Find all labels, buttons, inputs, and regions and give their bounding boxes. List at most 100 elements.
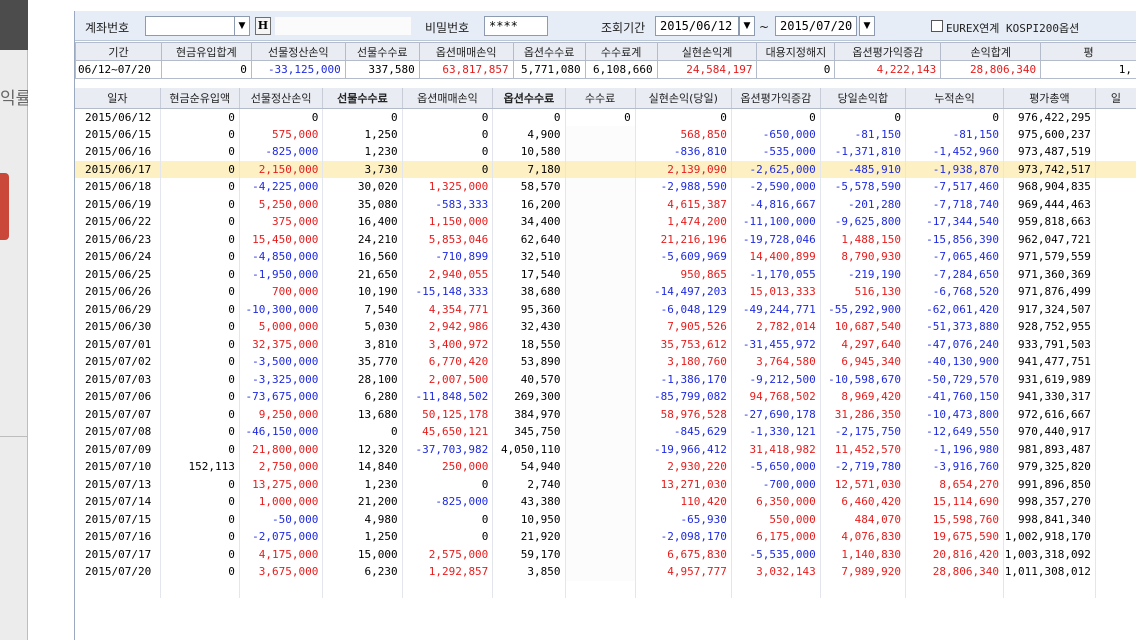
date-from-dropdown-button[interactable]: ▼	[739, 16, 755, 36]
table-cell	[565, 510, 636, 528]
table-cell: -4,850,000	[239, 248, 324, 266]
table-row[interactable]: 2015/07/07 0 9,250,000 13,680 50,125,178 384,…	[75, 405, 1136, 423]
table-row[interactable]: 2015/06/22 0 375,000 16,400 1,150,000 34,400 1…	[75, 213, 1136, 231]
table-cell: 1,292,857	[402, 563, 494, 581]
table-cell	[1095, 213, 1136, 231]
table-cell	[565, 475, 636, 493]
grid-header-cell[interactable]: 실현손익(당일)	[635, 88, 732, 109]
table-cell	[160, 580, 240, 598]
summary-header-cell: 평	[1040, 42, 1136, 61]
table-row[interactable]: 2015/07/06 0 -73,675,000 6,280 -11,848,502 26…	[75, 388, 1136, 406]
table-cell: 16,200	[492, 195, 566, 213]
table-row[interactable]: 2015/07/09 0 21,800,000 12,320 -37,703,982 4,…	[75, 440, 1136, 458]
grid-header-cell[interactable]: 선물수수료	[322, 88, 403, 109]
grid-header-cell[interactable]: 현금순유입액	[160, 88, 240, 109]
table-cell: 10,580	[492, 143, 566, 161]
account-input[interactable]	[145, 16, 235, 36]
grid-header-cell[interactable]: 옵션매매손익	[402, 88, 494, 109]
summary-cell: 0	[160, 60, 252, 79]
grid-header-cell[interactable]: 옵션평가익증감	[731, 88, 821, 109]
summary-cell: 4,222,143	[834, 60, 942, 79]
table-row[interactable]: 2015/06/25 0 -1,950,000 21,650 2,940,055 17,5…	[75, 265, 1136, 283]
grid-header-cell[interactable]: 선물정산손익	[239, 88, 324, 109]
table-cell: -65,930	[635, 510, 732, 528]
table-row[interactable]: 2015/07/01 0 32,375,000 3,810 3,400,972 18,55…	[75, 335, 1136, 353]
table-cell: 1,002,918,170	[1003, 528, 1096, 546]
table-cell: 0	[402, 160, 494, 178]
table-cell: -2,988,590	[635, 178, 732, 196]
table-row[interactable]: 2015/06/12 0 0 0 0 0 0 0 0 0 0 976,422,295	[75, 108, 1136, 126]
table-row[interactable]: 2015/07/03 0 -3,325,000 28,100 2,007,500 40,5…	[75, 370, 1136, 388]
date-from-input[interactable]: 2015/06/12	[655, 16, 739, 36]
table-row[interactable]: 2015/06/17 0 2,150,000 3,730 0 7,180 2,139,090…	[75, 160, 1136, 178]
table-cell	[1095, 545, 1136, 563]
table-cell: -4,225,000	[239, 178, 324, 196]
table-cell: 1,488,150	[820, 230, 907, 248]
table-cell: -81,150	[905, 125, 1004, 143]
grid-header-cell[interactable]: 일	[1095, 88, 1136, 109]
account-history-button[interactable]: H	[255, 17, 271, 35]
table-row[interactable]: 2015/06/15 0 575,000 1,250 0 4,900 568,850 -650…	[75, 125, 1136, 143]
table-cell: -4,816,667	[731, 195, 821, 213]
table-row[interactable]: 2015/06/29 0 -10,300,000 7,540 4,354,771 95,3…	[75, 300, 1136, 318]
table-row[interactable]: 2015/07/20 0 3,675,000 6,230 1,292,857 3,850 4…	[75, 563, 1136, 581]
table-cell: 2015/07/02	[75, 353, 161, 371]
table-cell: 0	[905, 108, 1004, 126]
table-row[interactable]: 2015/06/19 0 5,250,000 35,080 -583,333 16,200…	[75, 195, 1136, 213]
table-cell: 2,782,014	[731, 318, 821, 336]
eurex-checkbox[interactable]	[931, 20, 943, 32]
table-row[interactable]: 2015/07/10 152,113 2,750,000 14,840 250,000 5…	[75, 458, 1136, 476]
table-cell: 62,640	[492, 230, 566, 248]
password-input[interactable]: ****	[484, 16, 548, 36]
summary-header-cell: 옵션평가익증감	[834, 42, 942, 61]
grid-header-cell[interactable]: 일자	[75, 88, 161, 109]
grid-header-cell[interactable]: 누적손익	[905, 88, 1004, 109]
table-cell: -41,760,150	[905, 388, 1004, 406]
table-cell: 933,791,503	[1003, 335, 1096, 353]
table-cell	[565, 335, 636, 353]
table-cell: 0	[239, 108, 324, 126]
side-panel-red-button[interactable]	[0, 173, 9, 240]
table-row[interactable]: 2015/07/14 0 1,000,000 21,200 -825,000 43,380…	[75, 493, 1136, 511]
table-row[interactable]: 2015/06/18 0 -4,225,000 30,020 1,325,000 58,5…	[75, 178, 1136, 196]
table-cell: 32,375,000	[239, 335, 324, 353]
table-row[interactable]: 2015/06/24 0 -4,850,000 16,560 -710,899 32,51…	[75, 248, 1136, 266]
table-cell: 0	[160, 353, 240, 371]
table-cell: 21,216,196	[635, 230, 732, 248]
table-cell: -2,590,000	[731, 178, 821, 196]
table-cell: 3,032,143	[731, 563, 821, 581]
table-cell	[1095, 475, 1136, 493]
table-cell: 2,139,090	[635, 160, 732, 178]
table-row[interactable]: 2015/06/23 0 15,450,000 24,210 5,853,046 62,6…	[75, 230, 1136, 248]
table-cell: -7,718,740	[905, 195, 1004, 213]
table-row[interactable]: 2015/06/30 0 5,000,000 5,030 2,942,986 32,430…	[75, 318, 1136, 336]
grid-header-cell[interactable]: 옵션수수료	[492, 88, 566, 109]
table-row[interactable]: 2015/07/16 0 -2,075,000 1,250 0 21,920 -2,098,…	[75, 528, 1136, 546]
table-cell: 8,654,270	[905, 475, 1004, 493]
table-row[interactable]: 2015/07/13 0 13,275,000 1,230 0 2,740 13,271,0…	[75, 475, 1136, 493]
table-row[interactable]: 2015/07/17 0 4,175,000 15,000 2,575,000 59,17…	[75, 545, 1136, 563]
table-cell: 2015/07/06	[75, 388, 161, 406]
table-cell: -51,373,880	[905, 318, 1004, 336]
table-row[interactable]: 2015/07/02 0 -3,500,000 35,770 6,770,420 53,8…	[75, 353, 1136, 371]
table-cell: -650,000	[731, 125, 821, 143]
table-row[interactable]: 2015/07/08 0 -46,150,000 0 45,650,121 345,750…	[75, 423, 1136, 441]
table-row[interactable]: 2015/07/15 0 -50,000 4,980 0 10,950 -65,930 550…	[75, 510, 1136, 528]
table-cell: 6,945,340	[820, 353, 907, 371]
date-to-input[interactable]: 2015/07/20	[775, 16, 857, 36]
table-row[interactable]: 2015/06/26 0 700,000 10,190 -15,148,333 38,68…	[75, 283, 1136, 301]
grid-header-cell[interactable]: 수수료	[565, 88, 636, 109]
grid-header-cell[interactable]: 평가총액	[1003, 88, 1096, 109]
table-cell	[1095, 423, 1136, 441]
table-cell: 2,942,986	[402, 318, 494, 336]
table-cell: 2015/06/19	[75, 195, 161, 213]
table-cell: 1,011,308,012	[1003, 563, 1096, 581]
table-row[interactable]: 2015/06/16 0 -825,000 1,230 0 10,580 -836,810-…	[75, 143, 1136, 161]
account-dropdown-button[interactable]: ▼	[234, 16, 250, 36]
date-to-dropdown-button[interactable]: ▼	[859, 16, 875, 36]
table-cell: 959,818,663	[1003, 213, 1096, 231]
table-cell: -3,916,760	[905, 458, 1004, 476]
grid-header-cell[interactable]: 당일손익합	[820, 88, 907, 109]
table-cell: 2015/07/17	[75, 545, 161, 563]
table-cell	[1095, 300, 1136, 318]
